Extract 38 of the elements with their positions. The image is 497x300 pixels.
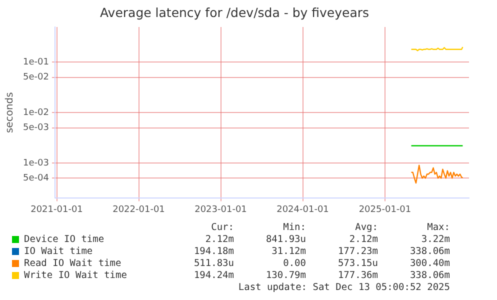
x-tick-label: 2025-01-01 (358, 204, 412, 215)
text: 0.00 (282, 258, 306, 270)
y-tick-label: 1e-01 (22, 58, 49, 68)
legend-label: Write IO Wait time (23, 270, 128, 282)
x-tick-label: 2024-01-01 (276, 204, 329, 215)
text: 300.40m (408, 258, 450, 270)
text: 177.36m (336, 270, 378, 282)
text: 338.06m (408, 270, 450, 282)
text: 573.15u (336, 258, 378, 270)
text: Last update: Sat Dec 13 05:00:52 2025 (237, 282, 450, 294)
chart-title: Average latency for /dev/sda - by fiveyears (100, 4, 370, 20)
y-axis-title: seconds (4, 92, 16, 134)
text: 2.12m (348, 234, 378, 246)
text: 2.12m (204, 234, 234, 246)
y-tick-label: 5e-02 (22, 72, 49, 83)
x-tick-label: 2022-01-01 (112, 204, 165, 215)
text: 511.83u (192, 258, 234, 270)
legend-label: IO Wait time (23, 246, 94, 258)
y-tick-label: 5e-03 (22, 123, 49, 134)
x-tick-label: 2021-01-01 (30, 204, 83, 215)
text: Max: (426, 222, 450, 234)
text: 841.93u (264, 234, 306, 246)
text: Min: (282, 222, 306, 234)
y-tick-label: 5e-04 (22, 173, 50, 184)
text: 338.06m (408, 246, 450, 258)
text: Cur: (210, 222, 234, 234)
text: 194.18m (192, 246, 234, 258)
text: 3.22m (420, 234, 450, 246)
legend-label: Device IO time (23, 234, 106, 246)
x-tick-label: 2023-01-01 (194, 204, 247, 215)
y-tick-label: 1e-02 (22, 108, 49, 118)
text: 31.12m (270, 246, 306, 258)
text: 177.23m (336, 246, 378, 258)
y-tick-label: 1e-03 (22, 158, 49, 168)
text: 194.24m (192, 270, 234, 282)
legend-label: Read IO Wait time (23, 258, 122, 270)
text: 130.79m (264, 270, 306, 282)
text: Avg: (354, 222, 378, 234)
